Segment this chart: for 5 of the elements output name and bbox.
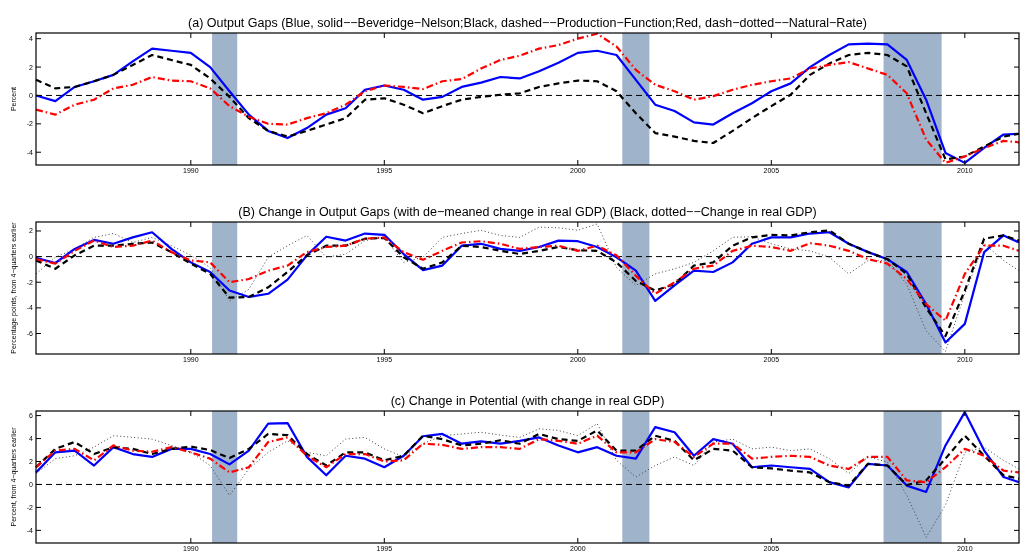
chart-title: (a) Output Gaps (Blue, solid−−Beveridge−Nelson;Black, dashed−−Production−Function;Red, dash−dotted−−Natural−Rate) <box>188 16 867 30</box>
chart-title: (c) Change in Potential (with change in real GDP) <box>390 394 665 408</box>
line-series <box>34 236 1021 322</box>
line-series <box>34 411 1021 494</box>
chart-title: (B) Change in Output Gaps (with de−meaned change in real GDP) (Black, dotted−−Change in real GDP) <box>238 205 817 219</box>
